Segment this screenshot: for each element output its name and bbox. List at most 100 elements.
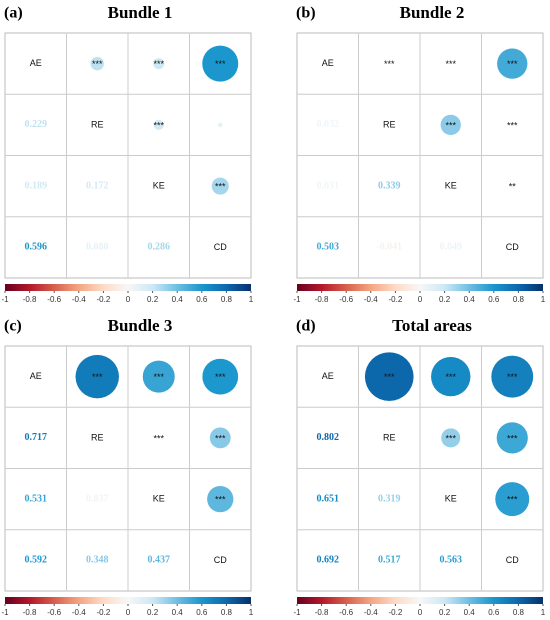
colorbar-tick-label: 0.6	[196, 608, 208, 617]
correlation-circle	[211, 177, 230, 196]
variable-label: KE	[153, 181, 165, 191]
correlation-label: 0.802	[317, 432, 340, 443]
colorbar	[5, 284, 251, 291]
colorbar-tick-label: 0.8	[221, 295, 233, 304]
colorbar-tick-label: -0.6	[47, 608, 61, 617]
variable-label: RE	[383, 119, 396, 129]
correlation-label: 0.037	[86, 493, 109, 504]
colorbar-tick-label: 0.2	[147, 608, 159, 617]
significance-label: ***	[507, 372, 518, 382]
correlation-circle	[142, 360, 176, 394]
correlation-circle	[496, 421, 529, 454]
correlation-circle	[430, 356, 471, 397]
correlation-circle	[388, 62, 391, 65]
correlation-label: 0.172	[86, 180, 109, 191]
colorbar-tick-label: 0.2	[439, 608, 451, 617]
colorbar-tick-label: -0.6	[339, 295, 353, 304]
colorbar	[5, 597, 251, 604]
significance-label: ***	[153, 372, 164, 382]
panel-label: (c)	[4, 318, 22, 335]
correlation-circle	[89, 56, 105, 71]
correlation-label: 0.717	[25, 432, 48, 443]
panel-title: Bundle 3	[108, 316, 173, 335]
colorbar-tick-label: 1	[541, 608, 546, 617]
colorbar-tick-label: -0.4	[72, 608, 86, 617]
significance-label: ***	[445, 120, 456, 130]
significance-label: ***	[215, 182, 226, 192]
correlation-circle	[201, 45, 239, 83]
panel: (a) Bundle 1 AE *** *** *** 0.229 RE *** 0.189 0.1…	[1, 3, 253, 304]
colorbar-tick-label: 0.6	[196, 295, 208, 304]
significance-label: ***	[92, 59, 103, 69]
variable-label: RE	[91, 432, 104, 442]
correlation-label: 0.592	[25, 555, 48, 566]
colorbar-tick-label: -0.6	[339, 608, 353, 617]
correlation-circle	[153, 119, 165, 131]
correlation-label: 0.286	[148, 242, 171, 253]
correlation-label: 0.563	[440, 555, 463, 566]
colorbar-tick-label: -1	[293, 295, 301, 304]
correlation-label: 0.049	[440, 242, 463, 253]
correlation-circle	[496, 47, 528, 80]
variable-label: AE	[30, 371, 42, 381]
colorbar-tick-label: 0	[126, 295, 131, 304]
correlation-label: 0.692	[317, 555, 340, 566]
correlation-label: 0.080	[86, 242, 109, 253]
colorbar-tick-label: 1	[249, 608, 254, 617]
correlation-circle	[152, 57, 165, 70]
significance-label: ***	[507, 495, 518, 505]
correlation-label: 0.651	[317, 493, 340, 504]
variable-label: RE	[383, 432, 396, 442]
correlation-circle	[440, 114, 462, 136]
colorbar-tick-label: 0.4	[464, 608, 476, 617]
colorbar-tick-label: -0.2	[389, 295, 403, 304]
panel-label: (a)	[4, 5, 23, 22]
correlation-circle	[206, 485, 234, 513]
colorbar-tick-label: 0.6	[488, 608, 500, 617]
colorbar	[297, 284, 543, 291]
significance-label: ***	[507, 433, 518, 443]
correlation-circle	[209, 426, 232, 449]
correlation-circle	[201, 358, 239, 396]
colorbar-tick-label: 0	[126, 608, 131, 617]
colorbar-tick-label: -0.2	[389, 608, 403, 617]
variable-label: AE	[322, 58, 334, 68]
panel-label: (b)	[296, 5, 316, 22]
colorbar-tick-label: 0.4	[172, 608, 184, 617]
correlation-label: -0.041	[376, 242, 402, 253]
correlation-circle	[494, 481, 530, 517]
correlation-label: 0.032	[317, 119, 340, 130]
correlation-circle	[440, 427, 461, 448]
panel-label: (d)	[296, 318, 316, 335]
colorbar-tick-label: 0.4	[464, 295, 476, 304]
correlation-label: 0.517	[378, 555, 401, 566]
panel: (b) Bundle 2 AE *** *** *** 0.032 RE *** *** 0.031…	[293, 3, 545, 304]
variable-label: KE	[445, 494, 457, 504]
correlation-circle	[75, 354, 120, 399]
colorbar-tick-label: -0.2	[97, 295, 111, 304]
variable-label: CD	[214, 555, 227, 565]
correlation-label: 0.319	[378, 493, 401, 504]
colorbar-tick-label: 0.8	[513, 295, 525, 304]
variable-label: AE	[30, 58, 42, 68]
significance-label: ***	[153, 120, 164, 130]
colorbar-tick-label: 1	[541, 295, 546, 304]
panel-title: Total areas	[392, 316, 472, 335]
colorbar-tick-label: -1	[1, 295, 9, 304]
correlation-label: 0.437	[148, 555, 171, 566]
correlation-label: 0.189	[25, 180, 48, 191]
colorbar-tick-label: -0.4	[72, 295, 86, 304]
correlation-label: 0.348	[86, 555, 109, 566]
colorbar-tick-label: 0.4	[172, 295, 184, 304]
colorbar-tick-label: -0.8	[23, 295, 37, 304]
correlation-circle	[510, 184, 515, 188]
significance-label: ***	[215, 59, 226, 69]
panel-title: Bundle 1	[108, 3, 173, 22]
significance-label: ***	[384, 59, 395, 69]
correlation-circle	[364, 351, 415, 402]
significance-label: ***	[92, 372, 103, 382]
panel: (c) Bundle 3 AE *** *** *** 0.717 RE *** *** 0.531…	[1, 316, 253, 617]
colorbar-tick-label: -0.6	[47, 295, 61, 304]
variable-label: AE	[322, 371, 334, 381]
